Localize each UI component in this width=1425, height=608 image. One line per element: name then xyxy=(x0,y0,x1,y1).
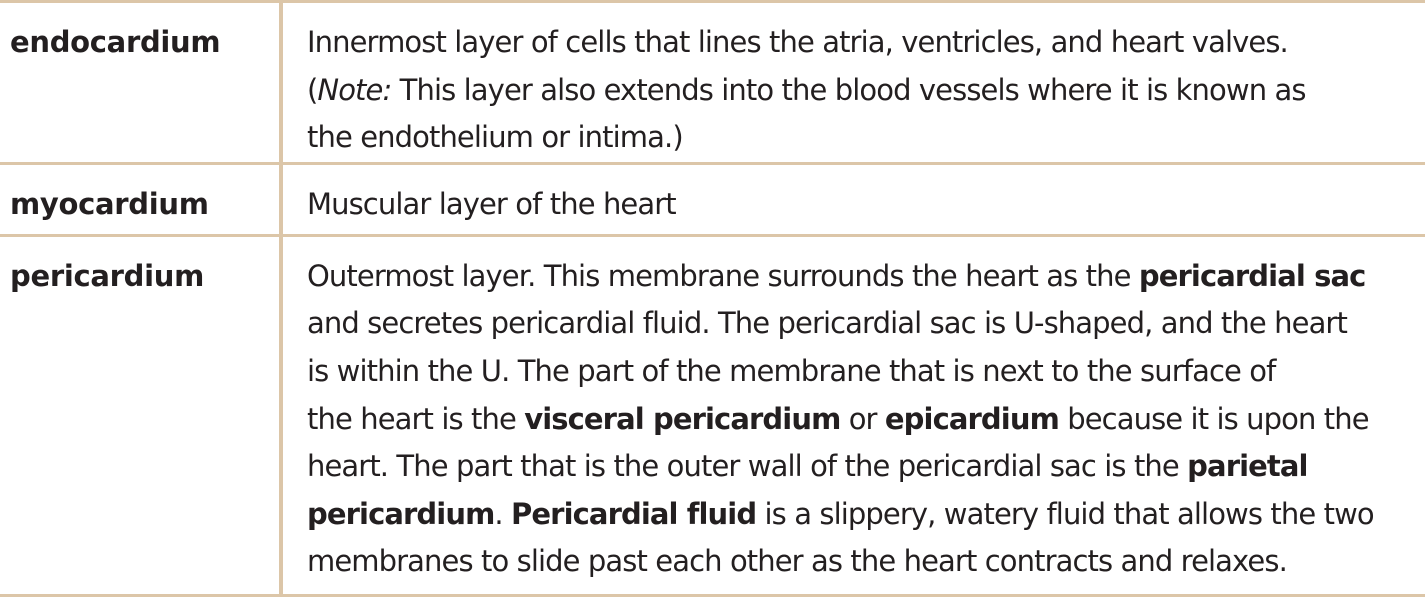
definition-line: the heart is the visceral pericardium or… xyxy=(307,396,1417,444)
definition-line: Muscular layer of the heart xyxy=(307,186,677,221)
note-open-paren: ( xyxy=(307,72,318,107)
key-term: visceral pericardium xyxy=(524,401,841,436)
term-endocardium: endocardium xyxy=(10,25,221,59)
key-term: pericardial sac xyxy=(1138,258,1366,293)
key-term: Pericardial fluid xyxy=(511,496,757,531)
definition-line: and secretes pericardial fluid. The peri… xyxy=(307,306,1348,341)
key-term: pericardium xyxy=(307,496,495,531)
definition-text: the heart is the xyxy=(307,401,525,436)
table-row: myocardium Muscular layer of the heart xyxy=(0,163,1425,236)
term-pericardium: pericardium xyxy=(10,258,204,293)
note-label: Note: xyxy=(317,72,392,107)
definition-text: is a slippery, watery fluid that allows … xyxy=(756,496,1375,531)
definition-cell: Muscular layer of the heart xyxy=(281,163,1425,235)
definition-line: is within the U. The part of the membran… xyxy=(307,353,1276,388)
definition-text: because it is upon the xyxy=(1058,401,1369,436)
definition-cell: Innermost layer of cells that lines the … xyxy=(281,2,1425,164)
table-row: pericardium Outermost layer. This membra… xyxy=(0,235,1425,596)
note-text: This layer also extends into the blood v… xyxy=(399,72,1307,107)
definition-cell: Outermost layer. This membrane surrounds… xyxy=(281,235,1425,595)
term-cell: myocardium xyxy=(0,163,283,236)
term-myocardium: myocardium xyxy=(10,186,209,221)
definition-text: or xyxy=(840,401,885,436)
definition-line: Outermost layer. This membrane surrounds… xyxy=(307,253,1417,301)
definition-line: (Note: This layer also extends into the … xyxy=(307,67,1417,115)
definition-line: membranes to slide past each other as th… xyxy=(307,544,1288,579)
definition-text: heart. The part that is the outer wall o… xyxy=(307,449,1188,484)
definition-line: the endothelium or intima.) xyxy=(307,120,684,155)
term-cell: endocardium xyxy=(0,1,283,164)
key-term: parietal xyxy=(1187,449,1308,484)
definition-line: heart. The part that is the outer wall o… xyxy=(307,443,1417,491)
definition-text: Outermost layer. This membrane surrounds… xyxy=(307,258,1139,293)
definition-text: . xyxy=(494,496,512,531)
table-row: endocardium Innermost layer of cells tha… xyxy=(0,1,1425,164)
term-cell: pericardium xyxy=(0,235,283,596)
key-term: epicardium xyxy=(884,401,1060,436)
definition-line: Innermost layer of cells that lines the … xyxy=(307,25,1289,59)
definition-line: pericardium. Pericardial fluid is a slip… xyxy=(307,491,1417,539)
